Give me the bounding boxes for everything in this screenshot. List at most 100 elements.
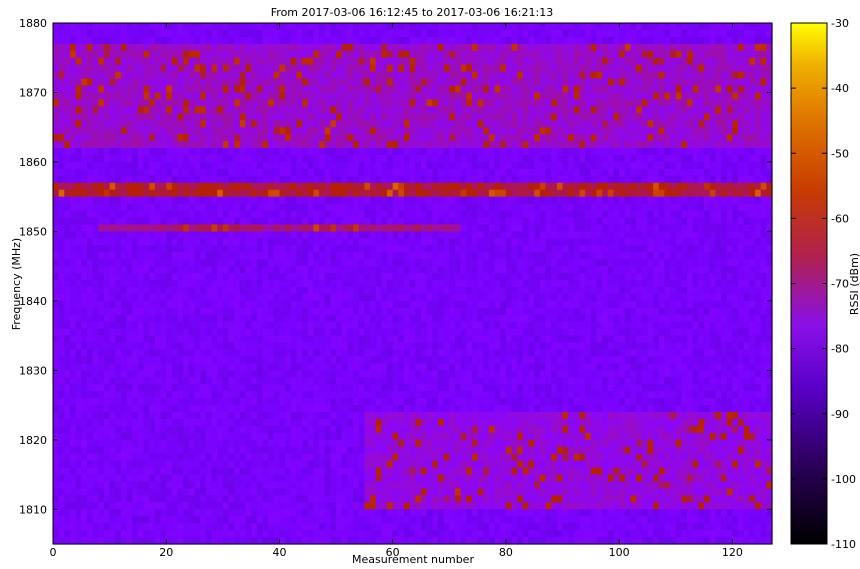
heatmap-cell [211, 273, 218, 281]
heatmap-cell [324, 99, 332, 107]
heatmap-cell [500, 120, 507, 128]
heatmap-cell [426, 148, 433, 156]
heatmap-cell [590, 113, 598, 121]
heatmap-cell [409, 113, 416, 121]
heatmap-cell [613, 43, 620, 52]
heatmap-cell [585, 238, 592, 246]
heatmap-cell [103, 161, 111, 170]
heatmap-cell [511, 210, 518, 219]
heatmap-cell [353, 217, 360, 226]
heatmap-cell [58, 29, 65, 38]
heatmap-cell [522, 36, 530, 45]
heatmap-cell [392, 217, 399, 226]
heatmap-cell [324, 148, 332, 156]
heatmap-cell [488, 141, 496, 149]
heatmap-cell [183, 196, 190, 205]
heatmap-cell [443, 50, 450, 59]
heatmap-cell [251, 286, 258, 295]
heatmap-cell [188, 245, 196, 253]
heatmap-cell [738, 85, 745, 94]
heatmap-cell [709, 36, 716, 45]
heatmap-cell [296, 273, 303, 281]
heatmap-cell [607, 175, 615, 184]
heatmap-cell [251, 231, 258, 239]
heatmap-cell [556, 217, 564, 226]
heatmap-cell [528, 203, 535, 212]
heatmap-cell [370, 161, 377, 170]
heatmap-cell [415, 189, 422, 198]
heatmap-cell [653, 134, 660, 142]
heatmap-cell [579, 71, 586, 80]
heatmap-cell [483, 141, 490, 149]
heatmap-cell [353, 168, 360, 177]
heatmap-cell [256, 57, 264, 66]
heatmap-cell [279, 85, 286, 94]
heatmap-cell [256, 148, 264, 156]
heatmap-cell [154, 134, 162, 142]
heatmap-cell [81, 36, 88, 45]
heatmap-cell [415, 217, 422, 226]
heatmap-cell [415, 120, 422, 128]
heatmap-cell [500, 161, 507, 170]
heatmap-cell [755, 141, 762, 149]
heatmap-cell [579, 175, 586, 184]
heatmap-cell [330, 85, 337, 94]
heatmap-cell [760, 266, 767, 274]
heatmap-cell [528, 154, 535, 163]
heatmap-cell [624, 141, 632, 149]
heatmap-cell [619, 217, 626, 226]
heatmap-cell [268, 293, 275, 302]
heatmap-cell [228, 120, 235, 128]
heatmap-cell [551, 57, 558, 66]
heatmap-cell [228, 182, 235, 191]
heatmap-cell [454, 175, 462, 184]
heatmap-cell [517, 238, 524, 246]
heatmap-cell [579, 23, 586, 31]
heatmap-cell [460, 148, 467, 156]
heatmap-cell [698, 148, 705, 156]
heatmap-cell [217, 189, 224, 198]
heatmap-cell [670, 113, 677, 121]
heatmap-cell [234, 259, 241, 267]
heatmap-cell [75, 36, 82, 45]
heatmap-cell [579, 231, 586, 239]
heatmap-cell [75, 71, 82, 80]
heatmap-cell [81, 210, 88, 219]
heatmap-cell [296, 106, 303, 114]
heatmap-cell [664, 259, 671, 267]
heatmap-cell [69, 113, 77, 121]
heatmap-cell [454, 238, 462, 246]
heatmap-cell [285, 210, 292, 219]
heatmap-cell [336, 50, 343, 59]
heatmap-cell [307, 231, 315, 239]
heatmap-cell [590, 141, 598, 149]
heatmap-cell [494, 36, 501, 45]
heatmap-cell [573, 182, 581, 191]
heatmap-cell [517, 245, 524, 253]
heatmap-cell [658, 168, 666, 177]
heatmap-cell [268, 43, 275, 52]
heatmap-cell [471, 210, 479, 219]
heatmap-cell [738, 120, 745, 128]
heatmap-cell [353, 210, 360, 219]
heatmap-cell [392, 245, 399, 253]
heatmap-cell [149, 280, 156, 288]
heatmap-cell [375, 286, 382, 295]
heatmap-cell [715, 57, 722, 66]
heatmap-cell [387, 106, 394, 114]
heatmap-cell [709, 50, 716, 59]
heatmap-cell [511, 182, 518, 191]
heatmap-cell [511, 36, 518, 45]
heatmap-cell [245, 238, 252, 246]
heatmap-cell [143, 29, 150, 38]
heatmap-cell [437, 127, 445, 135]
heatmap-cell [86, 148, 94, 156]
heatmap-cell [483, 43, 490, 52]
heatmap-cell [188, 120, 196, 128]
heatmap-cell [205, 57, 213, 66]
heatmap-cell [205, 106, 213, 114]
heatmap-cell [460, 29, 467, 38]
heatmap-cell [188, 168, 196, 177]
heatmap-cell [296, 148, 303, 156]
heatmap-cell [494, 259, 501, 267]
